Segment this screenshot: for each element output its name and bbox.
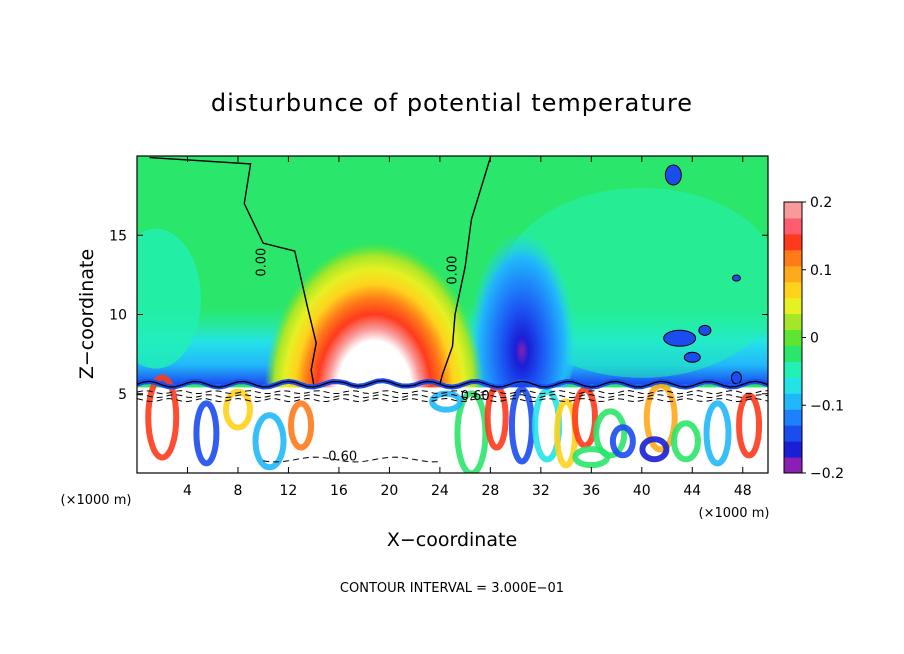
colorbar-swatch [784,441,802,458]
small-eddy [698,324,712,336]
x-tick-label: 16 [330,483,348,499]
interface-contour [137,379,768,388]
y-tick-label: 15 [109,228,127,244]
colorbar-swatch [784,297,802,315]
turbulent-cell [193,400,220,467]
colorbar-tick-label: 0.1 [810,263,832,279]
colorbar-tick-label: −0.1 [810,398,844,414]
zero-contour-left [149,156,317,385]
small-eddy [664,164,682,186]
chart-title: disturbunce of potential temperature [211,89,693,117]
colorbar-swatch [784,457,802,474]
turbulent-cell [288,400,315,451]
turbulent-cell [736,392,763,459]
colorbar-swatch [784,409,802,426]
turbulent-cell [609,424,636,459]
colorbar-tick-label: −0.2 [810,466,844,482]
colorbar-swatch [784,393,802,410]
x-tick-label: 20 [380,483,398,499]
contour-label: 0.60 [461,389,490,404]
y-axis: 5 10 15 [109,228,768,403]
contour-label: 0.00 [255,248,270,277]
x-tick-label: 8 [233,483,242,499]
plot-area: 0.00 0.00 0.60 0.60 [137,156,768,473]
x-tick-label: 32 [532,483,550,499]
x-tick-label: 28 [481,483,499,499]
y-unit-label: (×1000 m) [61,493,132,508]
x-unit-label: (×1000 m) [699,506,770,521]
turbulent-cell [222,388,253,431]
turbulent-cell [643,382,678,453]
colorbar-swatch [784,313,802,331]
colorbar-tick-label: 0 [810,331,819,347]
colorbar-swatch [784,249,802,267]
small-eddy [683,351,701,363]
left-teal-region [137,228,201,369]
x-tick-label: 40 [633,483,651,499]
dashed-contour [137,390,768,395]
turbulent-cell [639,436,670,463]
colorbar-swatch [784,425,802,442]
temperature-field: 0.00 0.00 0.60 0.60 [137,156,768,473]
colorbar-swatch [784,329,802,346]
dashed-contour [137,394,768,399]
y-axis-label: Z−coordinate [76,249,98,379]
colorbar-swatch [784,361,802,378]
colorbar-tick-label: 0.2 [810,195,832,211]
x-axis: 4 8 12 16 20 24 28 32 36 40 44 48 [183,156,752,499]
x-tick-label: 36 [582,483,600,499]
small-eddy [730,371,742,385]
dashed-contour [137,397,768,403]
turbulent-cell [252,412,287,471]
colorbar-swatch [784,377,802,394]
x-tick-label: 4 [183,483,192,499]
contour-label: 0.60 [328,449,357,464]
colorbar-swatch [784,265,802,283]
turbulent-cell [703,400,732,467]
turbulent-cell [145,374,180,461]
turbulent-cell [572,386,599,449]
zero-contour-right [439,157,492,385]
colorbar-swatch [784,281,802,299]
small-eddy [731,274,741,282]
contour-interval-note: CONTOUR INTERVAL = 3.000E−01 [340,581,564,596]
contour-label: 0.00 [445,256,460,285]
turbulent-cell [572,446,611,469]
turbulent-cell [593,408,628,459]
x-axis-label: X−coordinate [387,529,517,551]
colorbar-swatch [784,202,802,219]
y-tick-label: 5 [118,387,127,403]
small-eddy [663,329,697,347]
x-tick-label: 44 [683,483,701,499]
y-tick-label: 10 [109,308,127,324]
colorbar-swatch [784,345,802,362]
turbulent-cell [670,420,701,463]
cold-anomaly [466,202,577,443]
colorbar-swatch [784,217,802,235]
x-tick-label: 24 [431,483,449,499]
turbulent-cell [429,390,464,413]
colorbar: 0.2 0.1 0 −0.1 −0.2 [783,195,844,482]
turbulent-cell [508,386,535,465]
x-tick-label: 12 [280,483,298,499]
colorbar-swatch [784,233,802,251]
x-tick-label: 48 [734,483,752,499]
